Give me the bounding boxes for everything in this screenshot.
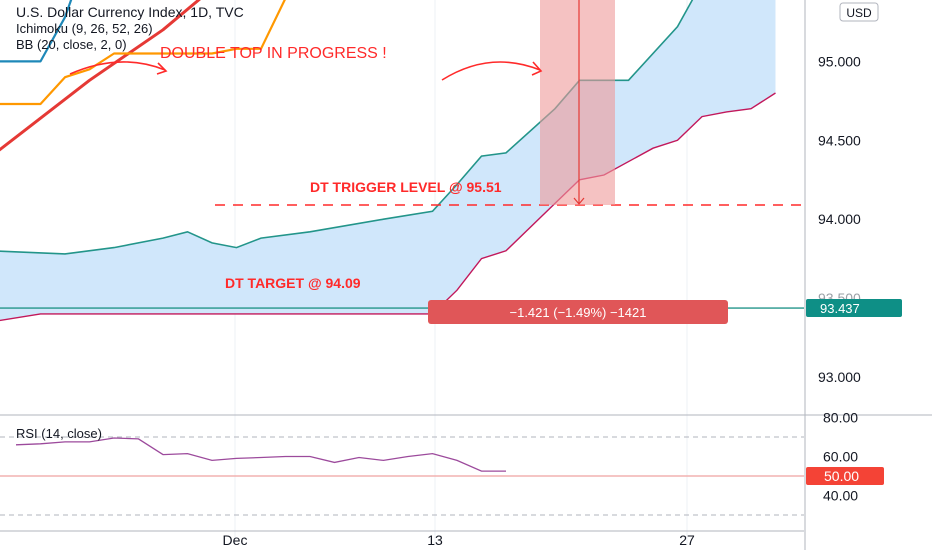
price-tick-label: 94.000 [818,211,861,227]
axis-background [805,0,932,550]
rsi-current-tag [806,467,884,485]
time-tick-label: Dec [223,532,248,548]
double-top-arrowhead-right [531,61,543,76]
rsi-line [15,437,506,472]
bb-upper-line [0,0,73,63]
ichimoku-cloud [0,0,804,545]
trigger-level-label: DT TRIGGER LEVEL @ 95.51 [310,179,502,195]
rsi-tick-label: 40.00 [823,488,858,504]
measure-box [540,0,615,205]
indicator-lines [0,0,286,152]
price-axis[interactable]: 97.50097.00096.50096.00495.50095.00094.5… [804,0,932,550]
cloud-price-tag [806,299,902,318]
measure-arrow-head [573,197,585,205]
rsi-legend: RSI (14, close) [16,426,102,441]
rsi-pane[interactable]: RSI (14, close) 80.00 60.00 50.00 40.00 [0,410,932,516]
time-axis[interactable]: Dec 13 27 [0,530,804,548]
ichimoku-legend[interactable]: Ichimoku (9, 26, 52, 26) [16,21,153,36]
rsi-tick-label: 80.00 [823,410,858,426]
annotations-layer: −1.421 (−1.49%) −1421 DOUBLE TOP IN PROGR… [69,0,804,324]
chart-title: U.S. Dollar Currency Index, 1D, TVC [16,4,244,20]
target-level-label: DT TARGET @ 94.09 [225,275,361,291]
bb-lower-line [0,0,286,106]
price-tick-label: 94.500 [818,132,861,148]
bb-basis-line [0,0,201,152]
time-tick-label: 27 [679,532,695,548]
cloud-leading-span-a [0,0,694,255]
time-tick-label: 13 [427,532,443,548]
currency-label: USD [846,6,872,20]
double-top-label: DOUBLE TOP IN PROGRESS ! [160,45,387,62]
measure-label-text: −1.421 (−1.49%) −1421 [510,305,647,320]
double-top-arc-left [69,61,166,75]
currency-button[interactable] [839,2,879,22]
measure-label-box [428,300,728,324]
rsi-current-label: 50.00 [824,468,859,484]
rsi-tick-label: 60.00 [823,449,858,465]
price-tick-label: 95.000 [818,53,861,69]
cloud-fill [0,0,776,321]
double-top-arc-right [441,61,541,81]
price-tick-label: 93.000 [818,369,861,385]
bollinger-legend[interactable]: BB (20, close, 2, 0) [16,37,127,52]
cloud-price-tag-label: 93.437 [820,301,860,316]
double-top-arrowhead-left [156,62,168,75]
